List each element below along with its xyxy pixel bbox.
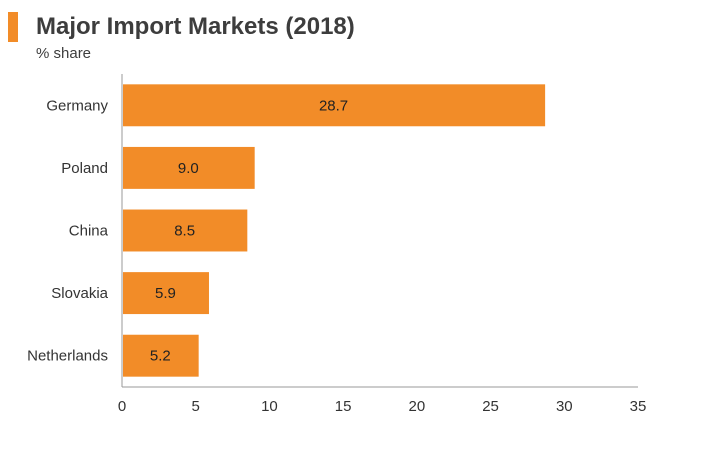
x-tick-label: 10 (261, 398, 278, 415)
chart-title: Major Import Markets (2018) (36, 13, 355, 40)
bar-china (123, 209, 248, 252)
value-label: 28.7 (319, 97, 348, 114)
category-label: Germany (46, 97, 108, 114)
title-accent-bar (8, 12, 18, 42)
bar-slovakia (123, 272, 209, 315)
category-label: Netherlands (27, 348, 108, 365)
bar-netherlands (123, 334, 199, 377)
x-tick-label: 25 (482, 398, 499, 415)
category-label: China (69, 223, 109, 240)
value-label: 9.0 (178, 160, 199, 177)
category-label: Slovakia (51, 285, 108, 302)
x-tick-label: 5 (192, 398, 200, 415)
bar-germany (123, 84, 546, 127)
value-label: 5.2 (150, 348, 171, 365)
bar-poland (123, 146, 255, 189)
x-tick-label: 0 (118, 398, 126, 415)
value-label: 8.5 (174, 223, 195, 240)
axis-layer: Germany Poland China Slovakia Netherlands 0 5 1… (27, 74, 646, 415)
bars-layer: 28.7 9.0 8.5 5.9 5.2 (123, 84, 546, 377)
x-tick-label: 30 (556, 398, 573, 415)
x-tick-label: 35 (630, 398, 647, 415)
value-label: 5.9 (155, 285, 176, 302)
x-tick-label: 15 (335, 398, 352, 415)
x-tick-label: 20 (409, 398, 426, 415)
chart-subtitle: % share (36, 45, 92, 62)
category-label: Poland (61, 160, 108, 177)
